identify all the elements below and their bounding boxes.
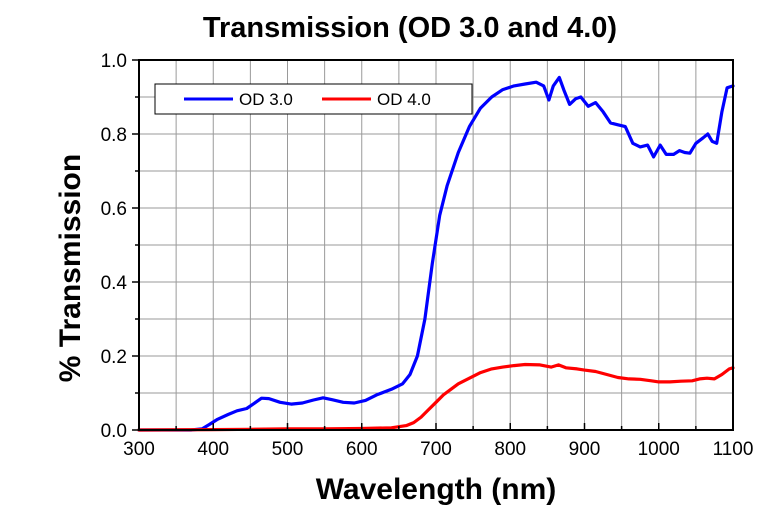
x-tick-label: 300 [123, 439, 155, 460]
legend-label-od4: OD 4.0 [377, 90, 431, 109]
x-tick-label: 600 [346, 439, 378, 460]
grid-lines [139, 60, 733, 430]
x-tick-label: 900 [569, 439, 601, 460]
x-tick-label: 400 [197, 439, 229, 460]
series-line-od-4-0 [137, 362, 735, 432]
legend-label-od3: OD 3.0 [239, 90, 293, 109]
y-tick-label: 0.2 [101, 347, 127, 368]
y-tick-labels: 0.0 0.2 0.4 0.6 0.8 1.0 [101, 51, 128, 442]
legend: OD 3.0 OD 4.0 [154, 83, 473, 115]
series-layer [137, 75, 735, 432]
chart-title: Transmission (OD 3.0 and 4.0) [203, 12, 617, 44]
series-line-od-3-0 [137, 75, 735, 432]
x-tick-label: 1100 [713, 439, 754, 460]
y-tick-label: 0.6 [101, 199, 127, 220]
y-tick-label: 1.0 [101, 51, 127, 72]
y-tick-label: 0.4 [101, 273, 128, 294]
y-axis-label: % Transmission [54, 154, 87, 382]
x-axis-label: Wavelength (nm) [316, 473, 557, 506]
x-tick-labels: 300 400 500 600 700 800 900 1000 1100 [123, 439, 753, 460]
x-tick-label: 800 [494, 439, 526, 460]
x-tick-label: 500 [272, 439, 304, 460]
y-tick-label: 0.0 [101, 421, 127, 442]
axis-ticks [132, 59, 734, 431]
y-tick-label: 0.8 [101, 125, 127, 146]
x-tick-label: 700 [420, 439, 452, 460]
x-tick-label: 1000 [638, 439, 680, 460]
